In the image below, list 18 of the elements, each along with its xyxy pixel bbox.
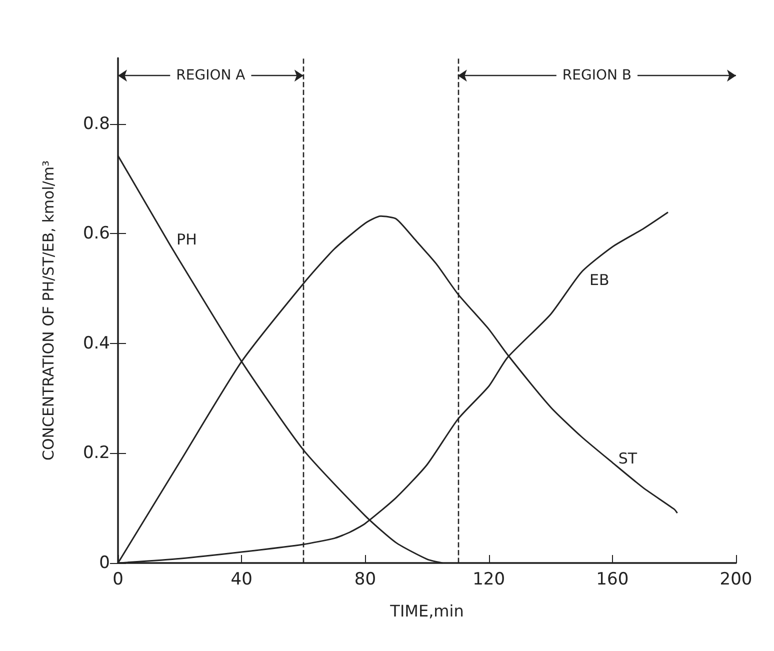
- series-label: EB: [590, 271, 610, 290]
- series-label: ST: [618, 450, 638, 468]
- x-tick-label: 120: [472, 570, 506, 590]
- annotation: REGION B: [562, 68, 632, 84]
- y-tick-label: 0.6: [82, 224, 110, 244]
- x-tick-label: 0: [112, 570, 124, 590]
- x-tick-label: 160: [596, 570, 629, 590]
- annotation: REGION A: [176, 68, 246, 84]
- x-axis-title: TIME,min: [389, 602, 464, 620]
- x-tick-label: 40: [230, 570, 252, 590]
- y-tick-label: 0: [99, 553, 110, 573]
- y-tick-label: 0.8: [82, 114, 110, 134]
- series-label: PH: [176, 230, 197, 249]
- x-tick-label: 200: [720, 570, 752, 590]
- x-tick-label: 80: [354, 570, 376, 590]
- y-tick-label: 0.4: [82, 333, 110, 354]
- y-axis-title: CONCENTRATION OF PH/ST/EB, kmol/m³: [40, 160, 58, 461]
- y-tick-label: 0.2: [82, 443, 110, 464]
